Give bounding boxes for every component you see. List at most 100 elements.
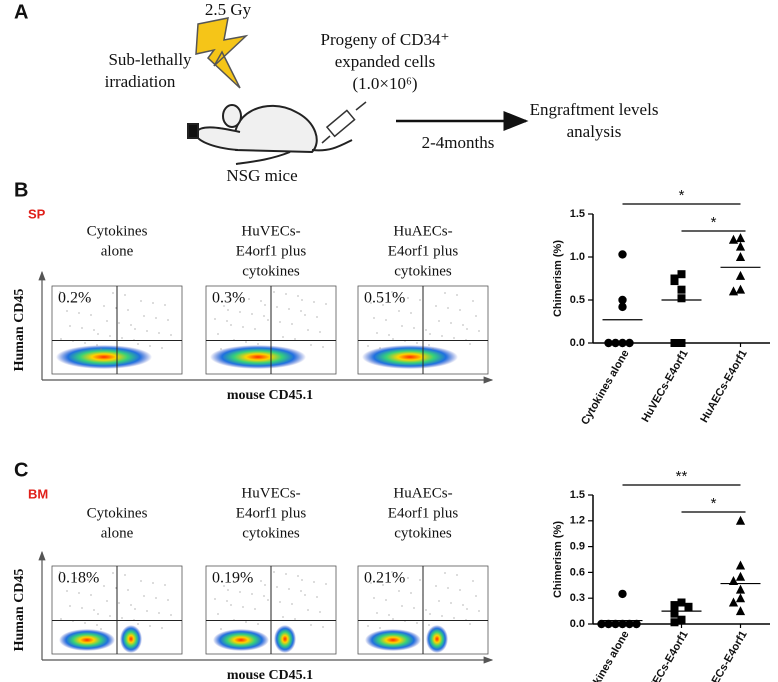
flow-event	[453, 337, 455, 339]
mouse-ear	[222, 104, 242, 128]
progeny-label: expanded cells	[335, 52, 436, 71]
flow-event	[307, 329, 309, 331]
flow-event	[93, 609, 95, 611]
flow-event	[90, 314, 92, 316]
data-point	[735, 515, 746, 525]
flow-event	[319, 331, 321, 333]
density-cloud	[56, 345, 152, 369]
flow-event	[164, 584, 166, 586]
flow-event	[158, 332, 160, 334]
y-axis-title: Chimerism (%)	[552, 521, 564, 598]
percent-label: 0.3%	[212, 290, 245, 307]
percent-label: 0.18%	[58, 570, 99, 587]
flow-event	[146, 330, 148, 332]
flow-event	[438, 600, 440, 602]
flow-event	[263, 315, 265, 317]
flow-event	[410, 592, 412, 594]
flow-event	[478, 610, 480, 612]
y-axis-title: Human CD45	[12, 569, 27, 652]
flow-event	[260, 580, 262, 582]
mice-label: NSG mice	[226, 166, 297, 185]
flow-title: cytokines	[394, 525, 452, 541]
flow-event	[425, 609, 427, 611]
flow-event	[410, 312, 412, 314]
data-point	[618, 302, 627, 312]
percent-label: 0.51%	[364, 290, 405, 307]
flow-event	[97, 333, 99, 335]
y-tick-label: 1.2	[570, 515, 585, 527]
flow-event	[419, 299, 421, 301]
flow-event	[388, 334, 390, 336]
flow-event	[273, 571, 275, 573]
flow-event	[254, 328, 256, 330]
flow-event	[319, 611, 321, 613]
y-axis-title: Chimerism (%)	[552, 240, 564, 317]
flow-event	[304, 314, 306, 316]
flow-event	[310, 624, 312, 626]
mouse-icon	[187, 104, 353, 165]
data-point	[618, 589, 627, 599]
flow-event	[236, 296, 238, 298]
data-point	[735, 584, 746, 594]
data-point	[735, 560, 746, 570]
flow-event	[432, 628, 434, 630]
data-point	[604, 338, 613, 348]
flow-event	[220, 628, 222, 630]
flow-event	[239, 311, 241, 313]
flow-event	[416, 342, 418, 344]
flow-title: cytokines	[242, 525, 300, 541]
flow-event	[379, 627, 381, 629]
density-cloud	[213, 629, 269, 651]
flow-event	[118, 602, 120, 604]
flow-event	[382, 584, 384, 586]
flow-event	[161, 627, 163, 629]
data-point	[618, 250, 627, 259]
flow-event	[217, 613, 219, 615]
flow-event	[456, 294, 458, 296]
flow-event	[63, 575, 65, 577]
flow-event	[385, 319, 387, 321]
flow-event	[313, 301, 315, 303]
flow-event	[223, 305, 225, 307]
flow-title: cytokines	[242, 263, 300, 279]
flow-title: cytokines	[394, 263, 452, 279]
flow-event	[325, 303, 327, 305]
x-tick-label: HuVECs-E4orf1	[640, 348, 691, 424]
flow-event	[248, 578, 250, 580]
tissue-label: SP	[28, 206, 46, 221]
x-tick-label: HuAECs-E4orf1	[698, 629, 749, 682]
flow-event	[425, 329, 427, 331]
flow-event	[297, 575, 299, 577]
flow-event	[121, 337, 123, 339]
flow-title: E4orf1 plus	[388, 505, 459, 521]
flow-event	[100, 348, 102, 350]
flow-event	[282, 336, 284, 338]
flow-event	[109, 615, 111, 617]
data-point	[604, 619, 613, 629]
flow-event	[392, 618, 394, 620]
flow-event	[167, 599, 169, 601]
flow-event	[60, 618, 62, 620]
syringe-plunger	[355, 101, 367, 111]
flow-event	[127, 309, 129, 311]
flow-event	[230, 604, 232, 606]
flow-event	[124, 294, 126, 296]
flow-event	[276, 306, 278, 308]
percent-label: 0.2%	[58, 290, 91, 307]
flow-event	[81, 607, 83, 609]
flow-event	[441, 335, 443, 337]
flow-event	[251, 313, 253, 315]
flow-event	[137, 623, 139, 625]
flow-event	[217, 333, 219, 335]
flow-event	[388, 614, 390, 616]
flow-event	[226, 320, 228, 322]
flow-title: E4orf1 plus	[236, 243, 307, 259]
flow-event	[429, 333, 431, 335]
flow-event	[242, 326, 244, 328]
panel-label: C	[14, 459, 28, 481]
y-tick-label: 0.6	[570, 566, 585, 578]
y-tick-label: 0.9	[570, 541, 585, 553]
flow-event	[260, 300, 262, 302]
data-point	[677, 339, 686, 347]
flow-event	[301, 579, 303, 581]
